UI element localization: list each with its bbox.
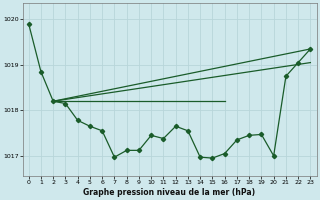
X-axis label: Graphe pression niveau de la mer (hPa): Graphe pression niveau de la mer (hPa) [84, 188, 256, 197]
